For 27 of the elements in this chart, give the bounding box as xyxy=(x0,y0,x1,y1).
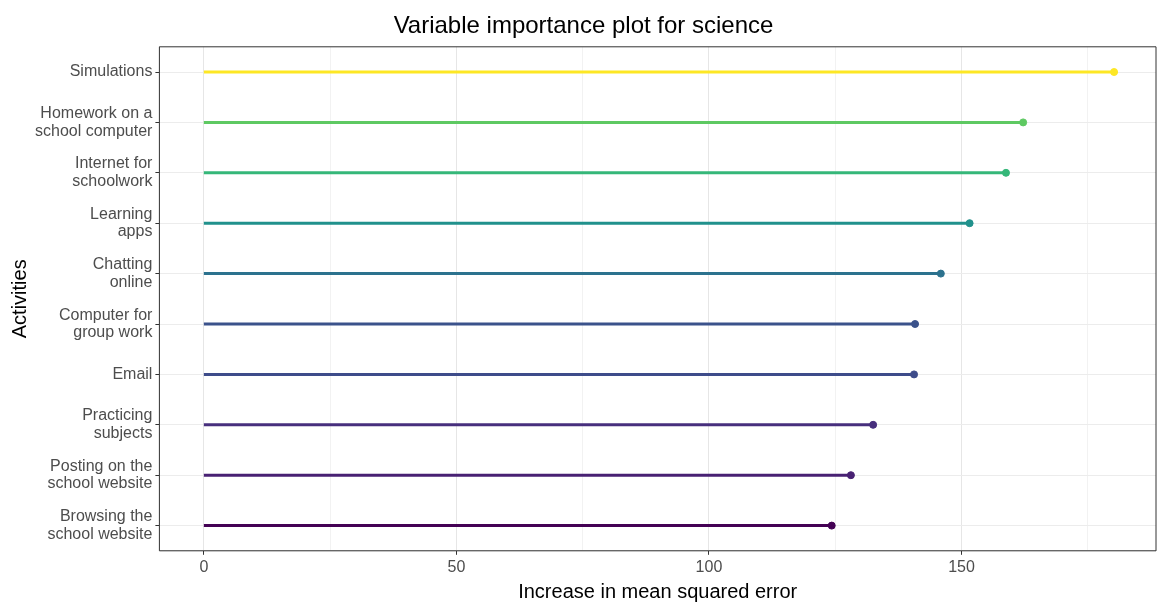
point xyxy=(910,370,919,379)
point xyxy=(1110,68,1119,76)
x-tick-label: 150 xyxy=(948,557,975,575)
x-axis-title: Increase in mean squared error xyxy=(518,579,798,602)
y-tick-label: Browsing the school website xyxy=(47,507,153,542)
x-tick-label: 100 xyxy=(695,557,723,575)
x-tick-label: 50 xyxy=(447,557,466,575)
point xyxy=(965,219,974,228)
y-tick-label: Simulations xyxy=(69,62,153,80)
y-tick-label: Practicing subjects xyxy=(82,406,153,442)
y-tick-label: Chatting online xyxy=(92,255,153,290)
y-tick-label: Email xyxy=(112,364,153,382)
point xyxy=(869,420,878,429)
point xyxy=(936,269,945,278)
x-tick-label: 0 xyxy=(199,557,209,575)
y-tick-label: Learning apps xyxy=(90,204,153,240)
y-tick-label: Homework on a school computer xyxy=(35,104,154,139)
y-tick-label: Computer for group work xyxy=(59,305,154,341)
chart-title: Variable importance plot for science xyxy=(393,11,774,39)
point xyxy=(846,471,855,480)
y-tick-label: Internet for schoolwork xyxy=(72,154,154,190)
point xyxy=(1001,168,1010,177)
point xyxy=(1019,118,1028,127)
y-tick-label: Posting on the school website xyxy=(47,456,153,492)
point xyxy=(911,320,920,328)
y-axis-title: Activities xyxy=(7,259,30,339)
point xyxy=(827,521,836,530)
